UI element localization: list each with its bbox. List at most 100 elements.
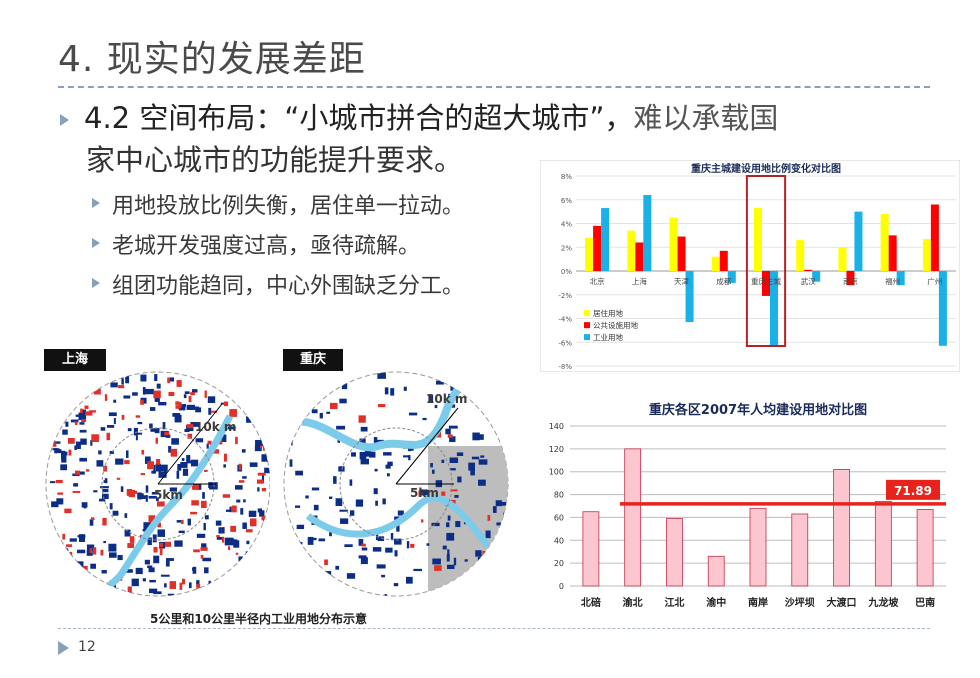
map-patch bbox=[135, 415, 141, 418]
map-patch bbox=[176, 520, 183, 523]
map-patch bbox=[442, 545, 447, 550]
map-patch bbox=[120, 486, 124, 492]
map-patch bbox=[108, 543, 117, 552]
map-patch bbox=[101, 570, 107, 574]
map-patch bbox=[394, 550, 398, 557]
map-patch bbox=[257, 487, 260, 492]
map-patch bbox=[90, 517, 95, 520]
map-patch bbox=[140, 399, 144, 405]
map-patch bbox=[296, 524, 305, 530]
map-patch bbox=[55, 449, 62, 454]
reference-label-box bbox=[886, 479, 940, 500]
map-patch bbox=[202, 557, 212, 562]
map-patch bbox=[167, 593, 175, 596]
map-patch bbox=[264, 378, 270, 385]
map-patch bbox=[329, 529, 332, 537]
map-patch bbox=[496, 588, 502, 594]
y-tick-label: -8% bbox=[558, 363, 572, 371]
map-patch bbox=[178, 402, 182, 408]
map-patch bbox=[485, 530, 491, 539]
map-patch bbox=[145, 388, 154, 395]
bar bbox=[846, 271, 855, 286]
map-patch bbox=[102, 517, 107, 526]
map-patch bbox=[224, 537, 234, 546]
map-patch bbox=[410, 543, 415, 548]
map-patch bbox=[143, 522, 153, 530]
bullet-item: 老城开发强度过高，亟待疏解。 bbox=[112, 234, 421, 259]
map-patch bbox=[292, 575, 297, 582]
map-patch bbox=[447, 372, 455, 380]
map-patch bbox=[200, 554, 204, 559]
map-patch bbox=[250, 386, 253, 393]
map-patch bbox=[307, 557, 311, 562]
map-patch bbox=[230, 539, 238, 545]
map-patch bbox=[90, 440, 93, 446]
map-patch bbox=[339, 398, 347, 404]
bar bbox=[754, 208, 762, 271]
map-patch bbox=[386, 473, 390, 477]
map-patch bbox=[169, 581, 176, 589]
map-patch bbox=[260, 411, 264, 414]
map-patch bbox=[125, 376, 130, 384]
y-tick-label: 0 bbox=[559, 582, 564, 591]
map-patch bbox=[90, 581, 97, 586]
radius-label: 5km bbox=[154, 488, 183, 502]
map-patch bbox=[502, 387, 508, 391]
map-patch bbox=[441, 459, 445, 463]
map-patch bbox=[500, 592, 504, 596]
map-patch bbox=[182, 468, 189, 476]
map-patch bbox=[129, 536, 135, 543]
map-patch bbox=[154, 374, 158, 382]
map-patch bbox=[372, 547, 382, 552]
map-patch bbox=[406, 541, 410, 549]
map-patch bbox=[207, 440, 212, 445]
map-patch bbox=[147, 461, 154, 470]
map-patch bbox=[210, 410, 218, 413]
map-patch bbox=[246, 540, 250, 545]
map-patch bbox=[55, 406, 63, 413]
map-patch bbox=[152, 534, 157, 543]
map-patch bbox=[153, 464, 156, 472]
map-patch bbox=[191, 500, 199, 506]
bar bbox=[804, 269, 813, 271]
bar bbox=[874, 501, 892, 587]
map-patch bbox=[246, 566, 252, 572]
map-patch bbox=[158, 471, 167, 478]
map-patch bbox=[190, 511, 198, 515]
map-patch bbox=[376, 564, 386, 569]
map-patch bbox=[192, 567, 196, 571]
map-patch bbox=[192, 406, 200, 410]
map-patch bbox=[145, 495, 148, 502]
highlight-box bbox=[745, 175, 787, 347]
map-patch bbox=[90, 587, 95, 596]
map-patch bbox=[178, 530, 185, 534]
map-patch bbox=[183, 403, 186, 408]
map-patch bbox=[74, 445, 78, 450]
x-tick-label: 成都 bbox=[716, 276, 731, 286]
land-ratio-chart-svg: 重庆主城建设用地比例变化对比图 8% 6% 4% 2% 0% -2% -4% -6% -8% 北京 上… bbox=[539, 159, 961, 373]
map-patch bbox=[482, 550, 486, 555]
map-patch bbox=[447, 564, 455, 569]
map-patch bbox=[497, 553, 504, 557]
x-tick-label: 重庆主城 bbox=[751, 276, 781, 286]
map-patch bbox=[164, 431, 170, 436]
map-patch bbox=[151, 470, 156, 474]
map-patch bbox=[390, 388, 395, 396]
map-patch bbox=[127, 543, 135, 548]
map-patch bbox=[307, 536, 314, 545]
map-patch bbox=[157, 522, 161, 528]
map-patch bbox=[358, 415, 366, 423]
map-patch bbox=[487, 515, 491, 521]
y-tick-label: 40 bbox=[554, 536, 564, 545]
map-patch bbox=[80, 408, 83, 414]
map-patch bbox=[86, 372, 94, 381]
map-patch bbox=[123, 395, 131, 399]
map-patch bbox=[202, 375, 206, 380]
map-patch bbox=[86, 592, 92, 596]
map-patch bbox=[227, 546, 231, 551]
map-patch bbox=[78, 412, 87, 421]
map-patch bbox=[346, 573, 356, 579]
bar bbox=[796, 240, 805, 271]
map-patch bbox=[308, 556, 312, 559]
radius-label: 10k m bbox=[426, 392, 468, 406]
